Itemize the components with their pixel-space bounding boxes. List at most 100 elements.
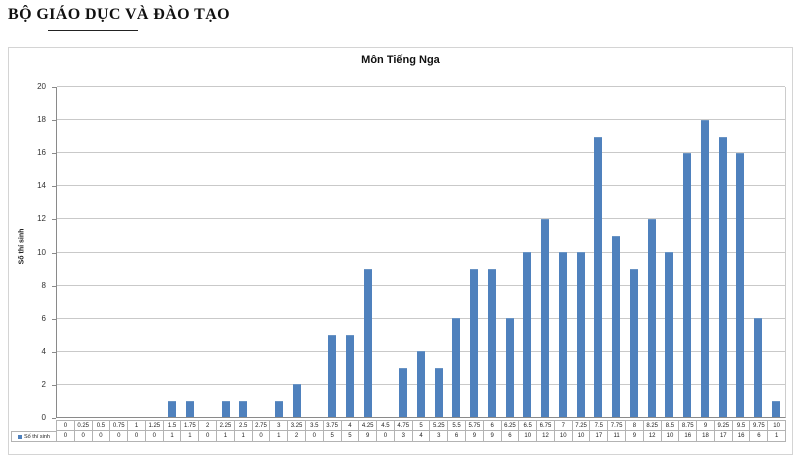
count-cell: 12 bbox=[537, 431, 555, 441]
bar-slot bbox=[732, 87, 750, 417]
chart-frame: Môn Tiếng Nga Số thí sinh 0 2 4 6 8 10 12 14 16 1… bbox=[8, 47, 793, 455]
bar-slot bbox=[306, 87, 324, 417]
count-cell: 9 bbox=[359, 431, 378, 441]
y-tick-label: 10 bbox=[37, 247, 46, 257]
count-cell: 17 bbox=[715, 431, 733, 441]
bar-slot bbox=[181, 87, 199, 417]
count-cell: 5 bbox=[342, 431, 360, 441]
bar-score-4 bbox=[345, 334, 354, 417]
bar-slot bbox=[554, 87, 572, 417]
score-label-cell: 10 bbox=[773, 422, 780, 429]
score-label-cell: 8 bbox=[626, 421, 644, 430]
y-tick-mark bbox=[52, 219, 56, 221]
count-cell: 1 bbox=[270, 431, 289, 441]
bar-score-5.75 bbox=[470, 268, 479, 417]
score-label-cell: 8.25 bbox=[644, 421, 662, 430]
score-label-cell: 4 bbox=[342, 421, 360, 430]
bar-slot bbox=[678, 87, 696, 417]
count-cell: 3 bbox=[430, 431, 449, 441]
y-tick-label: 0 bbox=[41, 413, 46, 422]
count-cell: 10 bbox=[662, 431, 680, 441]
bar-slot bbox=[696, 87, 714, 417]
bar-score-6.5 bbox=[523, 252, 532, 417]
bar-score-7.25 bbox=[576, 252, 585, 417]
score-label-cell: 5.5 bbox=[448, 421, 466, 430]
y-tick-label: 8 bbox=[41, 280, 46, 290]
count-cell: 0 bbox=[199, 431, 218, 441]
y-tick-label: 6 bbox=[41, 313, 46, 323]
count-cell: 1 bbox=[235, 431, 253, 441]
bar-slot bbox=[235, 87, 253, 417]
score-label-cell: 4.75 bbox=[395, 421, 413, 430]
bar-score-2.5 bbox=[239, 400, 248, 417]
score-label-cell: 2.75 bbox=[253, 421, 271, 430]
bar-slot bbox=[199, 87, 217, 417]
score-label-cell: 7.5 bbox=[590, 421, 609, 430]
bar-slot bbox=[252, 87, 270, 417]
count-cell: 16 bbox=[679, 431, 698, 441]
score-label-cell: 6 bbox=[484, 421, 502, 430]
bar-slot bbox=[128, 87, 146, 417]
score-label-cell: 1.5 bbox=[164, 421, 182, 430]
score-label-cell: 5 bbox=[413, 421, 431, 430]
bar-slot bbox=[217, 87, 235, 417]
legend-cell: Số thí sinh bbox=[11, 431, 56, 442]
bars-container bbox=[57, 87, 785, 417]
legend-color-swatch-icon bbox=[18, 434, 22, 439]
count-cell: 11 bbox=[608, 431, 626, 441]
score-label-cell: 1.75 bbox=[181, 421, 200, 430]
bar-slot bbox=[749, 87, 767, 417]
count-cell: 12 bbox=[644, 431, 662, 441]
count-cell: 5 bbox=[324, 431, 342, 441]
count-cell: 2 bbox=[288, 431, 306, 441]
score-label-cell: 5.75 bbox=[466, 421, 484, 430]
count-cell: 10 bbox=[519, 431, 538, 441]
score-label-cell: 4.25 bbox=[359, 421, 378, 430]
score-label-cell: 8.5 bbox=[662, 421, 680, 430]
count-cell: 0 bbox=[110, 431, 129, 441]
score-label-cell: 3.25 bbox=[288, 421, 306, 430]
bar-score-6.25 bbox=[505, 318, 514, 417]
y-tick-mark bbox=[52, 285, 56, 287]
bar-score-8.5 bbox=[665, 252, 674, 417]
count-cell: 6 bbox=[502, 431, 520, 441]
y-tick-label: 18 bbox=[37, 115, 46, 125]
y-tick-label: 20 bbox=[37, 82, 46, 91]
y-tick-mark bbox=[52, 418, 56, 419]
gridline bbox=[57, 185, 785, 187]
bar-slot bbox=[448, 87, 466, 417]
count-cell: 1 bbox=[164, 431, 182, 441]
score-label-cell: 7 bbox=[555, 421, 573, 430]
gridline bbox=[57, 284, 785, 286]
score-label-cell: 4.5 bbox=[377, 421, 395, 430]
count-cell: 4 bbox=[413, 431, 431, 441]
count-row: 0 0 0 0 0 0 1 1 0 1 1 0 1 2 0 5 5 9 0 3 4 3 6 9 9 6 10 12 10 10 17 11 9 1… bbox=[56, 431, 786, 442]
bar-slot bbox=[377, 87, 395, 417]
bar-slot bbox=[714, 87, 732, 417]
gridline bbox=[57, 218, 785, 220]
bar-score-8.25 bbox=[647, 219, 656, 417]
y-tick-label: 2 bbox=[41, 379, 46, 389]
bar-slot bbox=[465, 87, 483, 417]
bar-score-1.75 bbox=[186, 400, 195, 417]
count-cell: 0 bbox=[128, 431, 146, 441]
score-label-cell: 6.75 bbox=[537, 421, 555, 430]
count-cell: 6 bbox=[750, 431, 769, 441]
count-cell: 0 bbox=[253, 431, 271, 441]
bar-slot bbox=[394, 87, 412, 417]
bar-slot bbox=[661, 87, 679, 417]
score-label-cell: 2.25 bbox=[217, 421, 235, 430]
count-cell: 0 bbox=[93, 431, 111, 441]
score-label-cell: 3.5 bbox=[306, 421, 324, 430]
gridline bbox=[57, 317, 785, 319]
count-cell: 10 bbox=[555, 431, 573, 441]
bar-slot bbox=[767, 87, 785, 417]
score-label-cell: 1 bbox=[128, 421, 146, 430]
bar-slot bbox=[75, 87, 93, 417]
gridline bbox=[57, 152, 785, 154]
bar-score-5 bbox=[416, 351, 425, 417]
score-label-cell: 0 bbox=[57, 421, 75, 430]
score-label-cell: 3.75 bbox=[324, 421, 342, 430]
bar-score-8 bbox=[629, 268, 638, 417]
